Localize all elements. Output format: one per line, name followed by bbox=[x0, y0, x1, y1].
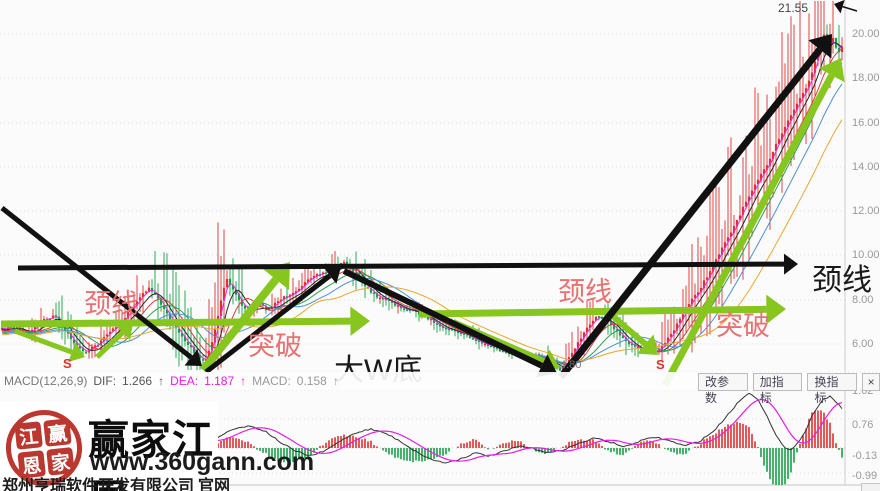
add-indicator-button[interactable]: 加指标 bbox=[752, 373, 803, 405]
price-axis-label: 8.00 bbox=[852, 294, 874, 306]
peak-pointer-arrow-head bbox=[834, 0, 845, 14]
price-axis-label: 14.00 bbox=[852, 161, 880, 173]
macd-axis-label: -0.99 bbox=[852, 470, 878, 482]
logo-website: www.360gann.com bbox=[90, 448, 315, 476]
second-leg-down-arrow-head bbox=[536, 354, 557, 378]
dea-up-arrow-icon: ↑ bbox=[240, 374, 247, 388]
macd-label: MACD: bbox=[252, 374, 291, 388]
annotation-low-price: 4.80 bbox=[560, 359, 582, 371]
dea-value: 1.187 bbox=[204, 374, 235, 388]
annotation-peak-price: 21.55 bbox=[778, 1, 809, 15]
ma-line-34 bbox=[1, 119, 843, 361]
dip-arrow-left bbox=[14, 328, 73, 355]
annotation-neckline-right: 颈线 bbox=[812, 264, 872, 297]
breakout-rally-arrow bbox=[558, 47, 823, 380]
macd-up-arrow-icon: ↑ bbox=[332, 374, 339, 388]
indicator-name: MACD(12,26,9) bbox=[4, 374, 88, 388]
support-line-arrow bbox=[0, 317, 351, 328]
switch-indicator-button[interactable]: 换指标 bbox=[807, 373, 858, 405]
breakout-rally-arrow-head bbox=[808, 34, 832, 59]
price-axis-label: 12.00 bbox=[852, 205, 880, 217]
macd-axis-label: 0.76 bbox=[852, 419, 874, 431]
neckline-arrow-head bbox=[783, 253, 798, 275]
price-axis-label: 16.00 bbox=[852, 117, 880, 129]
resize-corner[interactable] bbox=[861, 483, 880, 491]
price-axis-label: 20.00 bbox=[852, 28, 880, 40]
annotation-neckline-left: 颈线 bbox=[84, 289, 138, 319]
decline-arrow-head bbox=[184, 349, 202, 366]
logo-company: 郑州亨瑞软件开发有限公司 官网 bbox=[2, 478, 231, 491]
annotation-breakout-left: 突破 bbox=[248, 331, 302, 361]
macd-value: 0.158 bbox=[296, 374, 327, 388]
peak-pointer-arrow bbox=[842, 5, 858, 12]
macd-axis-label: -0.13 bbox=[852, 450, 878, 462]
dif-label: DIF: bbox=[93, 374, 117, 388]
breakout-arrow-right bbox=[661, 73, 835, 387]
seal-char: 江 bbox=[13, 420, 43, 450]
support-line-arrow-right-head bbox=[766, 294, 786, 324]
price-axis-label: 10.00 bbox=[852, 249, 880, 261]
annotation-arrows bbox=[0, 0, 858, 387]
pullback-arrow-right-head bbox=[637, 334, 658, 355]
dif-value: 1.266 bbox=[122, 374, 153, 388]
indicator-toolbar: 改参数 加指标 换指标 × bbox=[698, 373, 880, 405]
dea-label: DEA: bbox=[170, 374, 199, 388]
macd-header: MACD(12,26,9) DIF: 1.266 ↑ DEA: 1.187 ↑ … bbox=[0, 372, 845, 390]
seal-char: 家 bbox=[45, 446, 75, 476]
pullback-arrow-right bbox=[606, 309, 648, 347]
close-icon[interactable]: × bbox=[862, 373, 880, 391]
second-leg-down-arrow bbox=[342, 268, 544, 369]
bounce-arrow-left-head bbox=[115, 323, 133, 341]
rally-to-neck-arrow bbox=[204, 273, 332, 374]
annotation-breakout-right: 突破 bbox=[716, 311, 770, 341]
decline-arrow bbox=[0, 206, 193, 360]
price-axis-label: 6.00 bbox=[852, 338, 874, 350]
logo-title: 赢家江恩 bbox=[88, 417, 214, 491]
annotation-neckline-mid: 颈线 bbox=[558, 277, 612, 307]
change-params-button[interactable]: 改参数 bbox=[698, 373, 748, 405]
dip-arrow-left-head bbox=[68, 342, 85, 362]
breakout-arrow-right-head bbox=[818, 58, 845, 83]
annotation-sell-mark-2: S bbox=[656, 357, 665, 372]
bounce-arrow-left bbox=[95, 330, 125, 359]
support-line-arrow-right bbox=[418, 305, 767, 318]
annotation-sell-mark-1: S bbox=[63, 356, 72, 371]
seal-char: 赢 bbox=[42, 417, 72, 447]
price-axis-label: 18.00 bbox=[852, 72, 880, 84]
breakout-arrow-left bbox=[199, 276, 280, 373]
dif-up-arrow-icon: ↑ bbox=[158, 374, 165, 388]
support-line-arrow-head bbox=[350, 306, 370, 336]
neckline-arrow bbox=[17, 261, 785, 271]
rally-to-neck-arrow-head bbox=[323, 267, 341, 284]
